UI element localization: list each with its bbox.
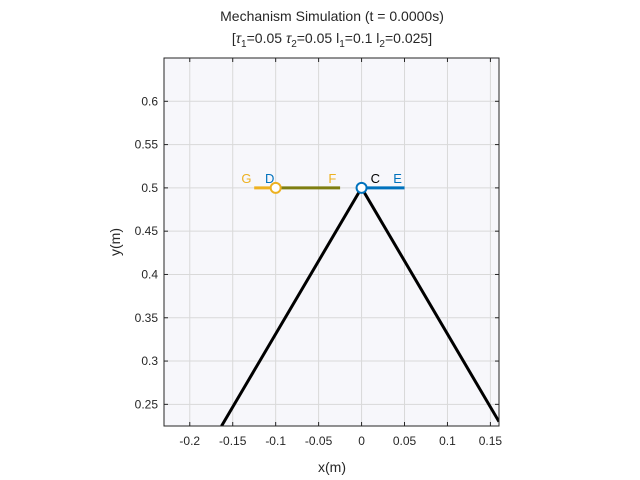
x-tick-label: 0 (358, 434, 365, 448)
l1-symbol: l (336, 30, 339, 46)
point-label-E: E (393, 171, 402, 186)
y-axis-label: y(m) (107, 228, 123, 256)
x-tick-label: -0.2 (179, 434, 200, 448)
y-tick-label: 0.35 (135, 311, 159, 325)
subtitle-open: [ (232, 30, 236, 46)
l2-value: =0.025] (385, 30, 432, 46)
tau2-value: =0.05 (297, 30, 336, 46)
x-tick-label: 0.05 (393, 434, 417, 448)
y-tick-label: 0.55 (135, 138, 159, 152)
y-tick-label: 0.3 (141, 354, 158, 368)
joint-C (355, 181, 368, 194)
x-tick-label: -0.1 (265, 434, 286, 448)
point-label-D: D (265, 171, 274, 186)
x-tick-label: -0.05 (305, 434, 333, 448)
tau2-symbol: τ (286, 30, 292, 46)
mechanism-plot (220, 181, 499, 426)
axes-frame (163, 57, 500, 427)
series-leg-left (220, 187, 363, 426)
tau1-subscript: 1 (241, 39, 247, 50)
joint-D (269, 181, 282, 194)
tau2-subscript: 2 (291, 39, 297, 50)
y-tick-label: 0.45 (135, 224, 159, 238)
chart-subtitle: [τ1=0.05 τ2=0.05 l1=0.1 l2=0.025] (232, 30, 432, 50)
l2-symbol: l (376, 30, 379, 46)
ticks: -0.2 -0.15 -0.1 -0.05 0 0.05 0.1 0.15 0.25 0.3 0.3… (135, 58, 503, 448)
y-tick-label: 0.5 (141, 181, 158, 195)
x-tick-label: 0.15 (479, 434, 503, 448)
x-tick-label: 0.1 (439, 434, 456, 448)
y-tick-label: 0.4 (141, 267, 158, 281)
tau1-value: =0.05 (247, 30, 286, 46)
grid (164, 58, 499, 426)
point-label-C: C (371, 171, 380, 186)
plot-area (164, 58, 499, 426)
y-tick-label: 0.6 (141, 94, 158, 108)
x-tick-label: -0.15 (219, 434, 247, 448)
tau1-symbol: τ (236, 30, 242, 46)
point-label-G: G (241, 171, 251, 186)
l1-value: =0.1 (345, 30, 377, 46)
y-tick-label: 0.25 (135, 397, 159, 411)
point-label-F: F (328, 171, 336, 186)
series-leg-right (360, 187, 499, 423)
x-axis-label: x(m) (318, 459, 346, 475)
l2-subscript: 2 (379, 39, 385, 50)
l1-subscript: 1 (339, 39, 345, 50)
chart-title: Mechanism Simulation (t = 0.0000s) (220, 8, 444, 24)
